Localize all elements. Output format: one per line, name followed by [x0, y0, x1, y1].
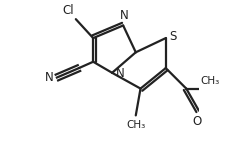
Text: Cl: Cl: [63, 4, 74, 17]
Text: N: N: [45, 71, 54, 84]
Text: N: N: [116, 67, 125, 80]
Text: S: S: [170, 30, 177, 43]
Text: O: O: [193, 115, 202, 128]
Text: N: N: [120, 9, 128, 21]
Text: CH₃: CH₃: [200, 76, 220, 86]
Text: CH₃: CH₃: [126, 120, 145, 130]
